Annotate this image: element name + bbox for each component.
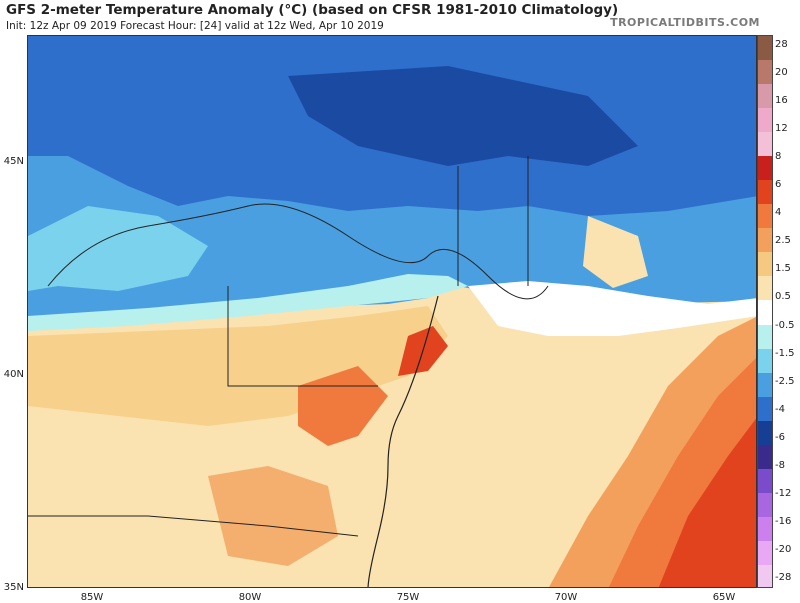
colorbar-swatch: [758, 564, 772, 587]
state-line: [28, 515, 359, 537]
colorbar-label: -6: [775, 431, 785, 443]
colorbar: [757, 35, 773, 588]
colorbar-label: -1.5: [775, 347, 795, 359]
colorbar-swatch: [758, 204, 772, 230]
colorbar-swatch: [758, 420, 772, 446]
colorbar-label: 16: [775, 95, 788, 107]
colorbar-swatch: [758, 300, 772, 326]
map-panel: [27, 35, 757, 588]
colorbar-label: 0.5: [775, 291, 791, 303]
colorbar-label: 4: [775, 207, 782, 219]
colorbar-swatch: [758, 468, 772, 494]
colorbar-label: 2.5: [775, 235, 791, 247]
coldest-core: [288, 66, 638, 166]
state-line: [457, 156, 529, 286]
colorbar-swatch: [758, 252, 772, 278]
state-line: [227, 286, 378, 387]
colorbar-swatch: [758, 444, 772, 470]
colorbar-swatch: [758, 228, 772, 254]
colorbar-swatch: [758, 132, 772, 158]
colorbar-label: -12: [775, 487, 792, 499]
colorbar-label: 20: [775, 67, 788, 79]
lat-label: 40N: [3, 369, 24, 380]
warm-patch-virginia: [208, 466, 338, 566]
colorbar-swatch: [758, 84, 772, 110]
colorbar-label: -28: [775, 572, 792, 583]
border-line: [47, 203, 549, 300]
colorbar-swatch: [758, 180, 772, 206]
colorbar-label: -2.5: [775, 375, 795, 387]
lat-label: 45N: [3, 156, 24, 167]
colorbar-label: -0.5: [775, 319, 795, 331]
colorbar-swatch: [758, 516, 772, 542]
lakes-cool-zone: [28, 206, 208, 291]
colorbar-swatch: [758, 36, 772, 62]
colorbar-swatch: [758, 492, 772, 518]
colorbar-swatch: [758, 60, 772, 86]
ocean-hottest-band: [658, 418, 756, 587]
colorbar-swatch: [758, 108, 772, 134]
lon-label: 80W: [238, 592, 262, 603]
colorbar-swatch: [758, 156, 772, 182]
colorbar-swatch: [758, 276, 772, 302]
lon-label: 65W: [712, 592, 736, 603]
warm-patch-gulf-of-maine: [583, 216, 648, 288]
lat-label: 35N: [3, 582, 24, 593]
lon-label: 85W: [80, 592, 104, 603]
coastline: [367, 295, 439, 587]
colorbar-label: -4: [775, 403, 785, 415]
colorbar-label: 12: [775, 123, 788, 135]
colorbar-label: 8: [775, 151, 782, 163]
chart-title: GFS 2-meter Temperature Anomaly (°C) (ba…: [6, 2, 619, 18]
lon-label: 70W: [554, 592, 578, 603]
colorbar-swatch: [758, 372, 772, 398]
colorbar-label: -8: [775, 459, 785, 471]
temperature-anomaly-map: [28, 36, 756, 587]
colorbar-swatch: [758, 348, 772, 374]
colorbar-label: 1.5: [775, 263, 791, 275]
credit-text: TROPICALTIDBITS.COM: [610, 16, 760, 29]
colorbar-label: 28: [775, 39, 788, 50]
colorbar-swatch: [758, 396, 772, 422]
colorbar-label: -20: [775, 543, 792, 555]
chart-subtitle: Init: 12z Apr 09 2019 Forecast Hour: [24…: [6, 20, 384, 32]
lon-label: 75W: [396, 592, 420, 603]
colorbar-label: -16: [775, 515, 792, 527]
colorbar-label: 6: [775, 179, 782, 191]
colorbar-swatch: [758, 324, 772, 350]
near-normal-band: [28, 274, 468, 331]
colorbar-swatch: [758, 540, 772, 566]
